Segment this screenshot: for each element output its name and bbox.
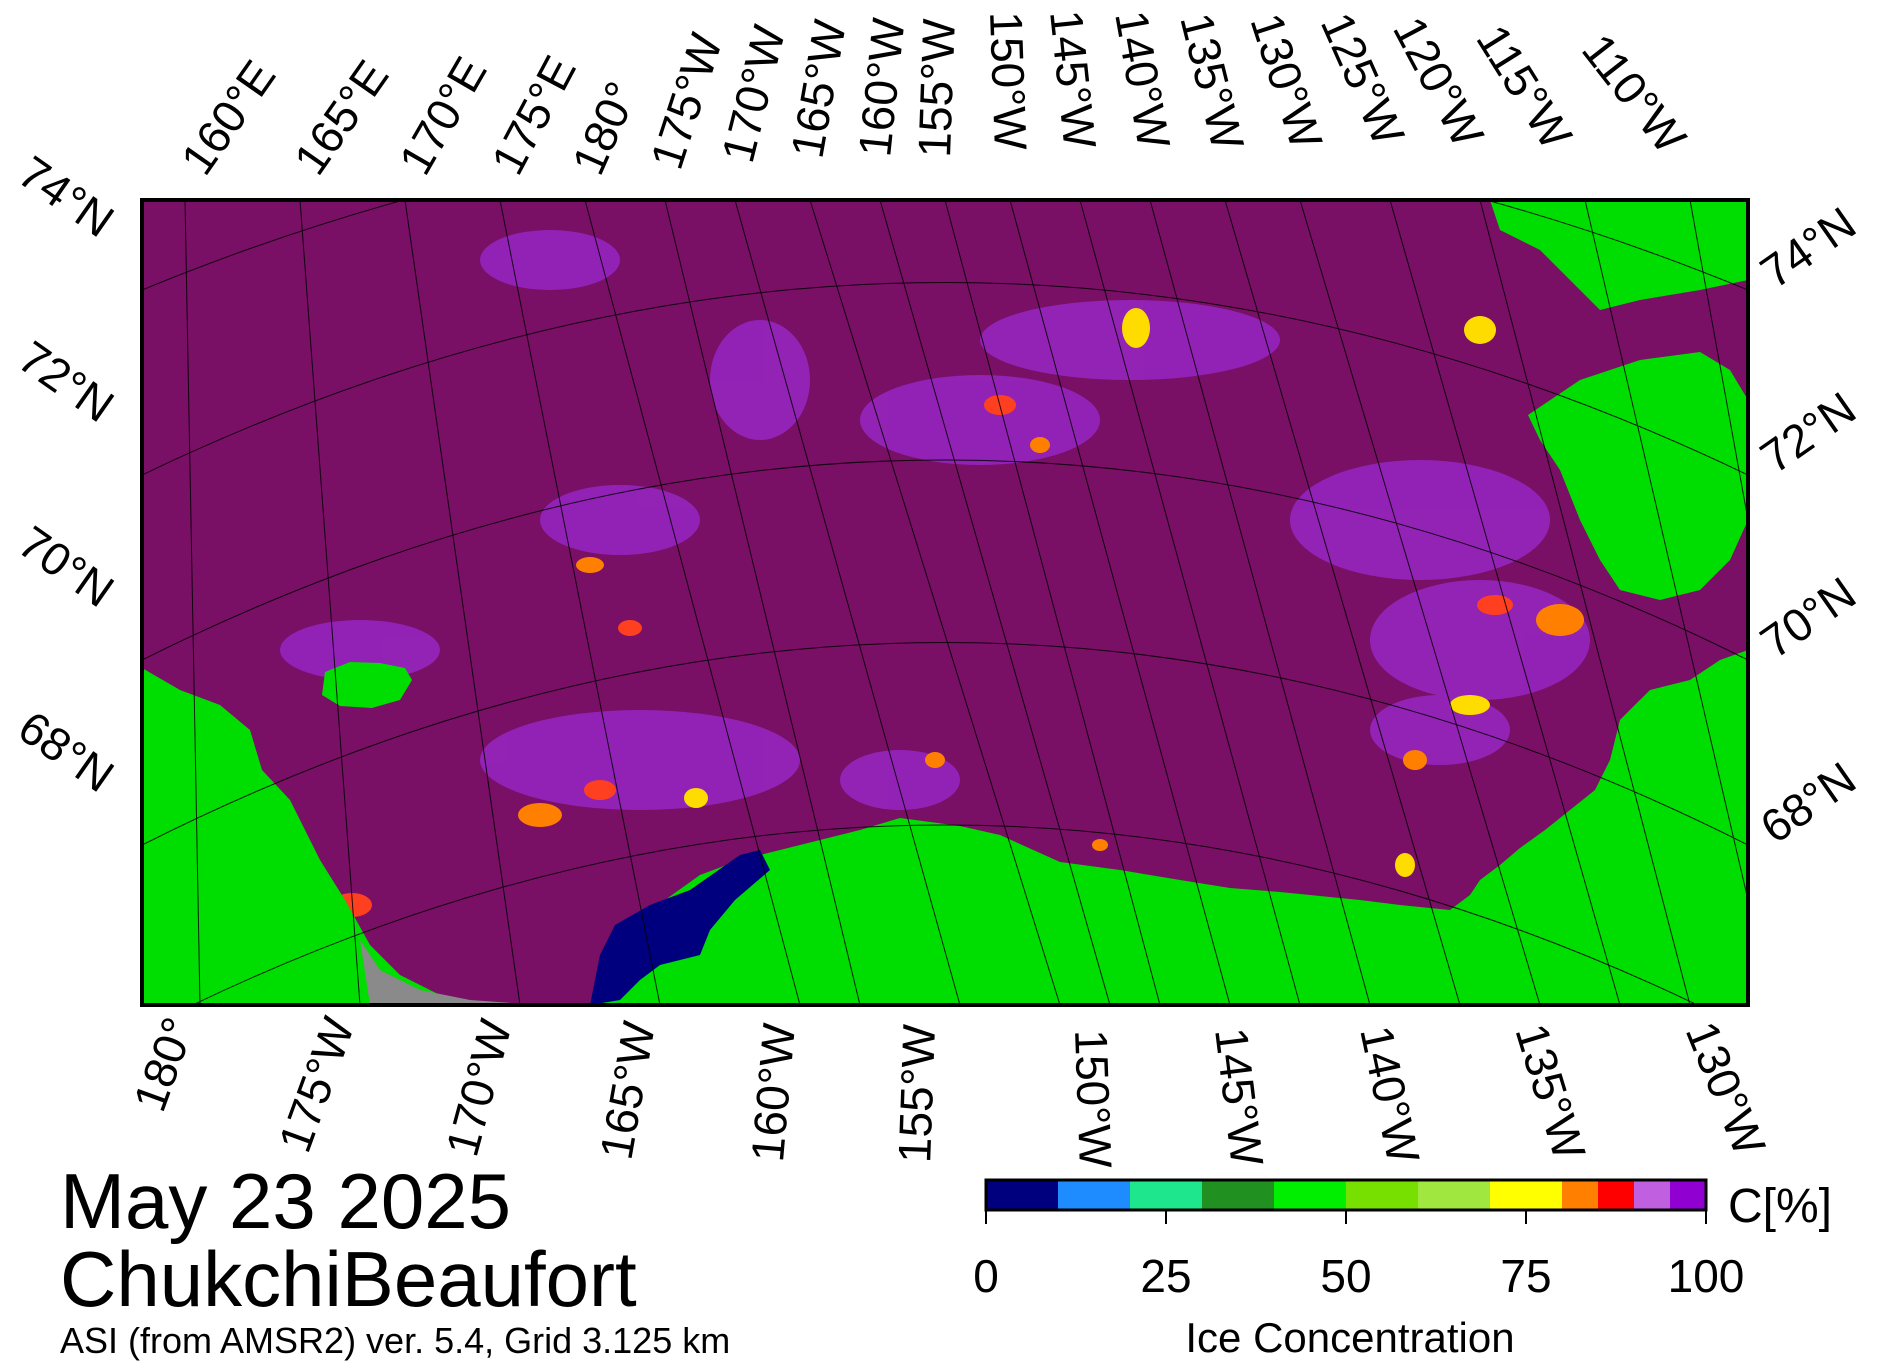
right-latitude-labels: 74°N 72°N 70°N 68°N	[1751, 197, 1865, 854]
top-longitude-labels: 160°E 165°E 170°E 175°E 180° 175°W 170°W…	[171, 5, 1697, 184]
colorbar-ticks: 0 25 50 75 100	[973, 1250, 1744, 1302]
lon-label-bottom: 140°W	[1350, 1021, 1430, 1168]
map-date: May 23 2025	[60, 1157, 511, 1245]
lon-label-top: 135°W	[1170, 8, 1254, 156]
colorbar-tick-label: 0	[973, 1250, 999, 1302]
lat-label-right: 70°N	[1751, 567, 1865, 669]
colorbar-unit: C[%]	[1728, 1180, 1832, 1233]
colorbar	[984, 1178, 1708, 1224]
lon-label-bottom: 180°	[123, 1011, 204, 1118]
no-data-area	[360, 940, 540, 1005]
colorbar-swatch	[1130, 1180, 1202, 1210]
land-wrangel-island	[322, 662, 412, 708]
lon-label-top: 160°W	[848, 15, 914, 159]
lon-label-top: 110°W	[1572, 24, 1697, 163]
lon-label-bottom: 130°W	[1676, 1014, 1776, 1162]
lon-label-bottom: 135°W	[1505, 1018, 1595, 1166]
lon-label-bottom: 150°W	[1065, 1029, 1122, 1170]
colorbar-swatch	[1346, 1180, 1418, 1210]
lon-label-top: 155°W	[908, 17, 965, 158]
left-latitude-labels: 74°N 72°N 70°N 68°N	[9, 146, 123, 803]
lon-label-bottom: 145°W	[1205, 1025, 1274, 1169]
lat-label-left: 74°N	[9, 146, 123, 248]
lon-label-top: 160°E	[171, 51, 286, 184]
lon-label-bottom: 165°W	[590, 1017, 665, 1163]
lon-label-top: 115°W	[1467, 16, 1583, 159]
colorbar-swatch	[1562, 1180, 1598, 1210]
colorbar-tick-label: 100	[1668, 1250, 1745, 1302]
map-subtitle: ASI (from AMSR2) ver. 5.4, Grid 3.125 km	[60, 1320, 731, 1361]
colorbar-swatch	[1670, 1180, 1706, 1210]
lon-label-bottom: 175°W	[268, 1010, 364, 1159]
lat-label-left: 70°N	[9, 516, 123, 618]
lon-label-bottom: 170°W	[436, 1014, 522, 1162]
lon-label-top: 150°W	[980, 11, 1037, 152]
colorbar-swatch	[1418, 1180, 1490, 1210]
lat-label-right: 68°N	[1751, 752, 1865, 854]
colorbar-swatch	[986, 1180, 1058, 1210]
colorbar-tick-label: 25	[1140, 1250, 1191, 1302]
lon-label-bottom: 155°W	[888, 1023, 945, 1164]
colorbar-swatch	[1634, 1180, 1670, 1210]
land-canadian-arctic	[1490, 200, 1748, 310]
map-frame	[140, 198, 1750, 1007]
lon-label-top: 145°W	[1040, 8, 1106, 152]
open-water-kotzebue	[590, 850, 770, 1005]
lon-label-top: 165°E	[284, 51, 399, 184]
lat-label-left: 72°N	[9, 331, 123, 433]
colorbar-swatch	[1598, 1180, 1634, 1210]
colorbar-tick-label: 50	[1320, 1250, 1371, 1302]
lat-label-left: 68°N	[9, 701, 123, 803]
colorbar-swatch	[1274, 1180, 1346, 1210]
lon-label-top: 170°E	[389, 48, 497, 183]
colorbar-tick-label: 75	[1500, 1250, 1551, 1302]
colorbar-swatch	[1058, 1180, 1130, 1210]
lon-label-top: 140°W	[1105, 7, 1180, 153]
land-alaska	[590, 690, 1748, 1005]
colorbar-swatch	[1490, 1180, 1562, 1210]
lon-label-bottom: 160°W	[741, 1021, 805, 1164]
land-banks-island	[1528, 352, 1748, 600]
graticule	[142, 200, 1748, 1005]
land-mackenzie-coast	[1620, 650, 1748, 730]
land-chukotka	[142, 668, 480, 1005]
colorbar-title: Ice Concentration	[1185, 1314, 1514, 1361]
map-region: ChukchiBeaufort	[60, 1235, 637, 1323]
lat-label-right: 74°N	[1751, 197, 1865, 299]
colorbar-swatch	[1202, 1180, 1274, 1210]
bottom-longitude-labels: 180° 175°W 170°W 165°W 160°W 155°W 150°W…	[123, 1010, 1776, 1169]
lat-label-right: 72°N	[1751, 382, 1865, 484]
